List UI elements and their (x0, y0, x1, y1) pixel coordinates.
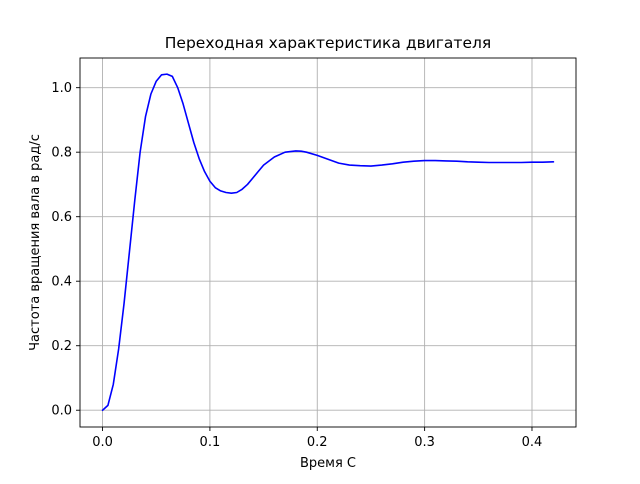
ticks: 0.0 0.1 0.2 0.3 0.4 0.0 0.2 0.4 0.6 0.8 1.0 (51, 81, 542, 450)
x-axis-label: Время С (300, 456, 356, 471)
grid (80, 58, 576, 427)
x-tick-label: 0.2 (307, 435, 328, 450)
axes-frame (79, 57, 577, 428)
x-tick-label: 0.4 (522, 435, 543, 450)
x-tick-label: 0.1 (200, 435, 221, 450)
y-axis-label: Частота вращения вала в рад/с (28, 134, 43, 351)
y-tick-label: 0.4 (51, 275, 72, 290)
chart-title: Переходная характеристика двигателя (165, 34, 491, 52)
series-line (101, 73, 555, 412)
y-tick-label: 0.2 (51, 339, 72, 354)
y-tick-label: 0.8 (51, 146, 72, 161)
x-tick-label: 0.0 (92, 435, 113, 450)
y-tick-label: 0.6 (51, 210, 72, 225)
y-tick-label: 0.0 (51, 404, 72, 419)
y-tick-label: 1.0 (51, 81, 72, 96)
x-tick-label: 0.3 (414, 435, 435, 450)
series-layer (101, 73, 555, 412)
